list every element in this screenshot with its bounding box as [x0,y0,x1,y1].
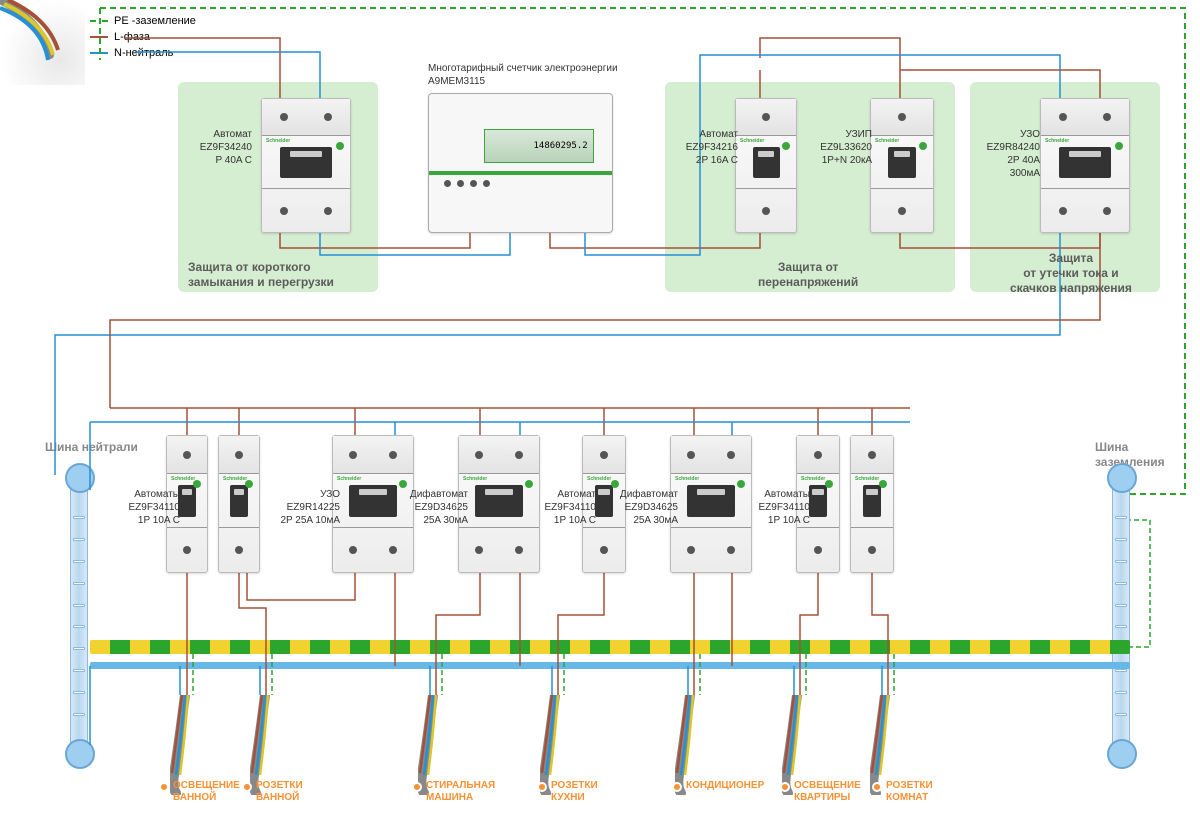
legend: PE -заземление L-фаза N-нейтраль [90,15,196,63]
device-label: УЗОEZ9R142252P 25A 10мА [280,488,340,527]
device-label: ДифавтоматEZ9D3462525A 30мА [408,488,468,527]
circuit-breaker: Schneider [261,98,351,233]
ground-bus-label: Шина заземления [1095,440,1200,470]
load-label: СТИРАЛЬНАЯ МАШИНА [426,780,516,804]
load-label: КОНДИЦИОНЕР [686,780,776,792]
meter-screen: 14860295.2 [484,129,594,164]
load-dot [672,782,682,792]
circuit-breaker: Schneider [850,435,894,573]
device-label: АвтоматEZ9F341101P 10A C [536,488,596,527]
group-label-2: Защита от перенапряжений [758,260,858,290]
circuit-breaker: Schneider [1040,98,1130,233]
device-label: АвтоматыEZ9F341101P 10A C [750,488,810,527]
device-label: УЗИПEZ9L336201P+N 20кА [812,128,872,167]
load-label: ОСВЕЩЕНИЕ КВАРТИРЫ [794,780,884,804]
n-bus [90,662,1130,669]
pe-bus [90,640,1130,654]
legend-pe: PE -заземление [114,15,196,27]
load-label: РОЗЕТКИ КОМНАТ [886,780,976,804]
load-label: РОЗЕТКИ ВАННОЙ [256,780,346,804]
device-label: УЗОEZ9R842402P 40A 300мА [980,128,1040,180]
device-label: АвтоматEZ9F34240P 40A C [192,128,252,167]
device-label: АвтоматыEZ9F341101P 10A C [120,488,180,527]
load-dot [159,782,169,792]
circuit-breaker: Schneider [735,98,797,233]
load-dot [537,782,547,792]
circuit-breaker: Schneider [458,435,540,573]
meter-title: Многотарифный счетчик электроэнергииA9ME… [428,62,668,88]
device-label: АвтоматEZ9F342162P 16A C [678,128,738,167]
ground-busbar [1112,476,1130,756]
legend-l: L-фаза [114,31,150,43]
load-dot [242,782,252,792]
circuit-breaker: Schneider [218,435,260,573]
device-label: ДифавтоматEZ9D3462525A 30мА [618,488,678,527]
legend-n: N-нейтраль [114,47,173,59]
energy-meter: 14860295.2 [428,93,613,233]
neutral-bus-label: Шина нейтрали [45,440,138,455]
circuit-breaker: Schneider [870,98,934,233]
group-label-1: Защита от короткого замыкания и перегруз… [188,260,334,290]
load-dot [412,782,422,792]
load-dot [780,782,790,792]
load-dot [872,782,882,792]
load-label: РОЗЕТКИ КУХНИ [551,780,641,804]
neutral-busbar [70,476,88,756]
cable-photo [0,0,85,85]
group-label-3: Защита от утечки тока и скачков напряжен… [1010,251,1132,296]
circuit-breaker: Schneider [670,435,752,573]
circuit-breaker: Schneider [332,435,414,573]
